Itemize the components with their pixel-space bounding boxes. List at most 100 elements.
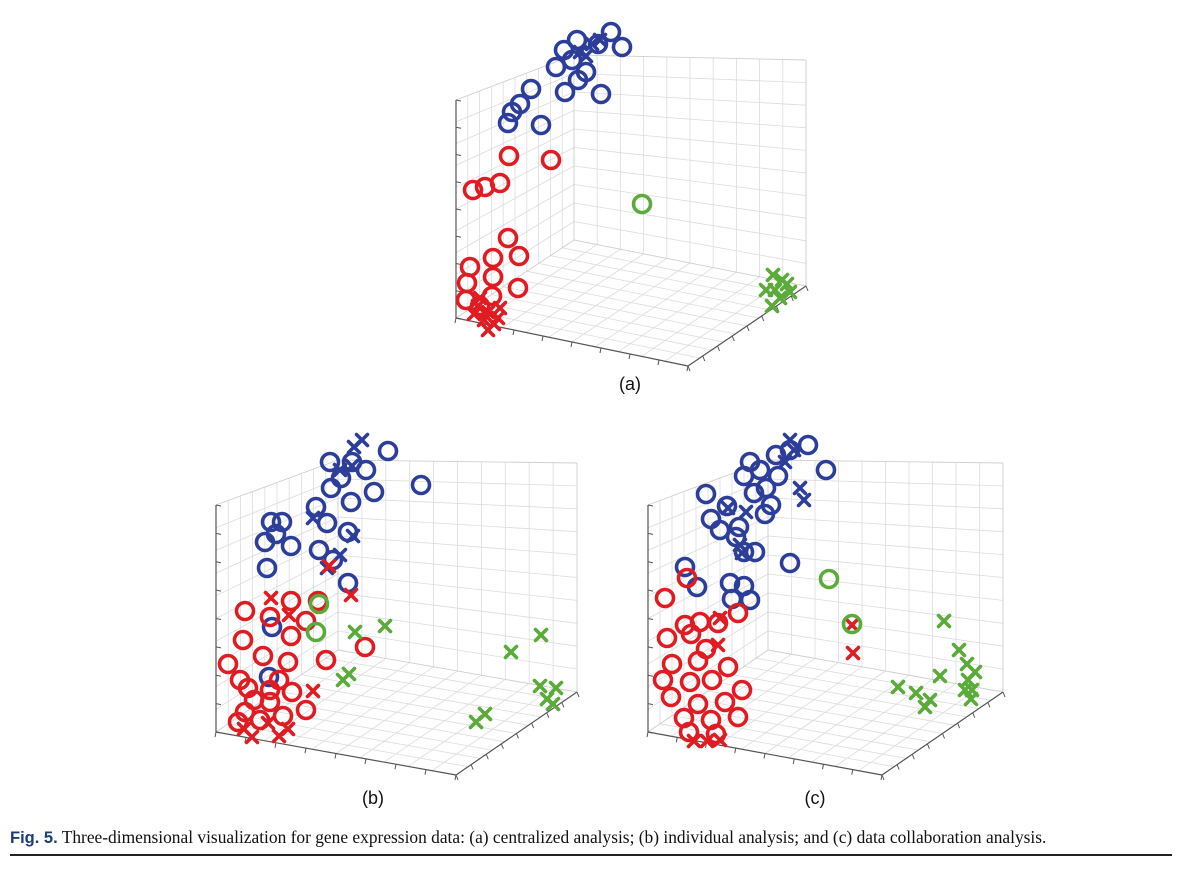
floor-gridline [313,666,553,709]
y-tick [1002,691,1006,698]
blue-circle-marker [779,552,801,574]
green-cross-marker [533,627,549,643]
x-tick [851,769,854,775]
blue-circle-marker [280,535,302,557]
z-tick [647,674,654,677]
x-tick [880,774,883,781]
z-tick [455,317,462,320]
red-cross-marker [492,300,508,316]
blue-circle-marker [590,83,612,105]
blue-cross-marker [305,510,321,526]
red-cross-marker [480,304,496,320]
red-circle-marker [280,625,302,647]
red-circle-marker [474,176,496,198]
blue-circle-marker [554,81,576,103]
floor-gridline [594,267,714,348]
z-tick [215,703,222,706]
green-circle-marker [841,613,863,635]
blue-cross-marker [572,44,588,60]
blue-circle-marker [744,541,766,563]
z-tick [455,154,462,156]
y-tick [926,743,930,750]
z-tick [647,589,654,592]
blue-circle-marker [254,531,276,553]
floor-gridline [550,255,783,303]
red-cross-marker [712,610,728,626]
x-tick [628,353,631,360]
z-tick [215,646,222,649]
green-cross-marker [548,680,564,696]
red-circle-marker [687,650,709,672]
floor-gridline [562,247,795,295]
red-cross-marker [472,290,488,306]
z-tick [215,589,222,592]
wall-gridline [767,478,1004,487]
red-cross-marker [343,587,359,603]
box-edge [337,459,578,464]
x-tick [274,742,277,748]
red-cross-marker [263,590,279,606]
blue-circle-marker [611,36,633,58]
wall-gridline [767,497,1004,510]
red-circle-marker [227,711,249,733]
x-tick [454,774,457,781]
red-circle-marker [217,653,239,675]
green-cross-marker [341,666,357,682]
blue-circle-marker [340,491,362,513]
z-tick [647,646,654,649]
x-tick [214,731,217,738]
red-circle-marker [727,602,749,624]
blue-cross-marker [592,32,608,48]
wall-gridline [215,478,339,529]
box-edge [573,54,807,61]
caption-text: Three-dimensional visualization for gene… [57,827,1047,847]
green-cross-marker [922,692,938,708]
blue-cross-marker [584,36,600,52]
blue-circle-marker [530,114,552,136]
blue-circle-marker [797,434,819,456]
blue-cross-marker [354,432,370,448]
red-cross-marker [321,558,337,574]
z-tick [647,504,654,507]
wall-gridline [337,535,578,555]
green-cross-marker [545,696,561,712]
blue-cross-marker [738,504,754,520]
x-tick [512,329,515,336]
blue-cross-marker [332,462,348,478]
red-circle-marker [229,669,251,691]
green-cross-marker [765,267,781,283]
green-cross-marker [347,624,363,640]
blue-cross-marker [796,492,812,508]
floor-gridline [383,679,506,763]
y-tick [731,335,735,342]
z-tick [215,532,222,535]
green-cross-marker [951,642,967,658]
green-cross-marker [764,298,780,314]
red-cross-marker [305,683,321,699]
y-tick [896,764,900,770]
x-tick [304,748,307,754]
blue-circle-marker [363,481,385,503]
green-circle-marker [305,621,327,643]
red-cross-marker [712,732,728,748]
green-cross-marker [758,282,774,298]
floor-gridline [431,687,554,772]
blue-circle-marker [258,666,280,688]
y-tick [911,754,915,760]
red-circle-marker [679,671,701,693]
blue-circle-marker [728,516,750,538]
z-tick [647,731,654,734]
panel-label-c: (c) [804,788,826,808]
wall-gridline [767,516,1004,533]
blue-circle-marker [377,440,399,462]
z-tick [647,532,654,535]
red-circle-marker [654,587,676,609]
red-cross-marker [244,729,260,745]
blue-cross-marker [777,454,793,470]
red-cross-marker [686,733,702,749]
floor-gridline [526,270,759,319]
